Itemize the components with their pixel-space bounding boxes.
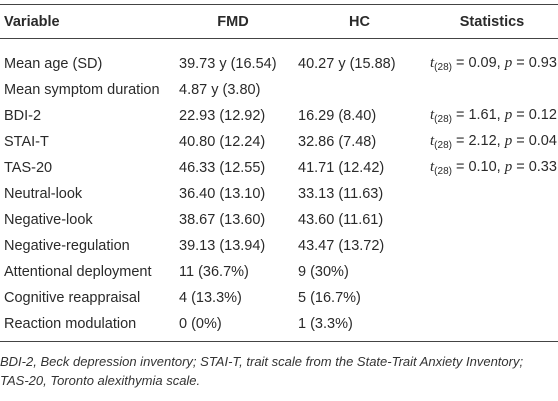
variable-cell: TAS-20 [4,160,53,176]
p-value: = 0.33 [516,158,557,175]
fmd-cell: 0 (0%) [173,311,293,342]
hc-cell: 33.13 (11.63) [298,186,384,202]
header-cell: HC [293,4,426,39]
fmd-cell: 40.80 (12.24) [179,134,266,150]
hc-cell: 9 (30%) [298,264,349,280]
stats-cell: t(28) = 0.09, p = 0.93 [426,39,558,78]
stats-cell [426,259,558,285]
fmd-cell: 39.73 y (16.54) [179,56,277,72]
stat-value: = 1.61, [455,106,501,123]
stats-cell [426,207,558,233]
variable-cell: Negative-look [4,212,93,228]
degrees-of-freedom: (28) [434,62,452,74]
hc-cell: 43.47 (13.72) [298,238,385,254]
table-row: Neutral-look 36.40 (13.10) 33.13 (11.63) [0,181,558,207]
stat-value: = 0.10, [455,158,501,175]
footnote-line: TAS-20, Toronto alexithymia scale. [0,373,201,388]
variable-cell: Reaction modulation [0,311,173,342]
fmd-cell: 4 (13.3%) [179,290,242,306]
hc-cell: 40.27 y (15.88) [298,56,396,72]
variable-cell: BDI-2 [4,108,42,124]
stats-cell [426,311,558,342]
stat-symbol: t [430,132,435,149]
degrees-of-freedom: (28) [434,166,452,178]
table-row: Negative-regulation 39.13 (13.94) 43.47 (1… [0,233,558,259]
variable-cell: Mean symptom duration [4,82,160,98]
stat-symbol: t [430,54,435,71]
stats-cell: t(28) = 2.12, p = 0.04 [426,129,558,155]
table-row: Mean symptom duration 4.87 y (3.80) [0,77,558,103]
stats-cell [426,181,558,207]
hc-cell: 1 (3.3%) [293,311,426,342]
table-body: Mean age (SD) 39.73 y (16.54) 40.27 y (15.… [0,39,558,342]
header-cell: Statistics [426,4,558,39]
stats-cell: t(28) = 1.61, p = 0.12 [426,103,558,129]
variable-cell: Mean age (SD) [4,56,103,72]
table-row: BDI-2 22.93 (12.92) 16.29 (8.40) t(28) = 1.6… [0,103,558,129]
stats-cell [426,77,558,103]
stat-value: = 0.09, [455,54,501,71]
hc-cell: 16.29 (8.40) [298,108,377,124]
stat-symbol: t [430,158,435,175]
stats-cell [426,233,558,259]
p-symbol: p [504,106,513,123]
variable-cell: Neutral-look [4,186,83,202]
table-row: TAS-20 46.33 (12.55) 41.71 (12.42) t(28) = 0… [0,155,558,181]
p-value: = 0.04 [516,132,557,149]
table-row: STAI-T 40.80 (12.24) 32.86 (7.48) t(28) = 2.… [0,129,558,155]
fmd-cell: 46.33 (12.55) [179,160,266,176]
footnote: BDI-2, Beck depression inventory; STAI-T… [0,352,556,390]
footnote-line: BDI-2, Beck depression inventory; STAI-T… [0,354,524,369]
p-value: = 0.93 [516,54,557,71]
fmd-cell: 39.13 (13.94) [179,238,266,254]
hc-cell: 41.71 (12.42) [298,160,385,176]
variable-cell: Cognitive reappraisal [4,290,141,306]
p-symbol: p [504,54,513,71]
hc-cell: 5 (16.7%) [298,290,361,306]
fmd-cell: 38.67 (13.60) [179,212,266,228]
table-row: Reaction modulation 0 (0%) 1 (3.3%) [0,311,558,342]
header-row: Variable FMD HC Statistics [0,4,558,39]
empty-cell [293,77,426,103]
table-row: Negative-look 38.67 (13.60) 43.60 (11.61) [0,207,558,233]
header-cell: Variable [0,4,173,39]
degrees-of-freedom: (28) [434,114,452,126]
degrees-of-freedom: (28) [434,140,452,152]
header-cell: FMD [173,4,293,39]
variable-cell: Negative-regulation [4,238,130,254]
data-table: Variable FMD HC Statistics Mean age (SD) 39.… [0,4,558,342]
p-symbol: p [504,132,513,149]
stats-cell: t(28) = 0.10, p = 0.33 [426,155,558,181]
fmd-cell: 11 (36.7%) [179,264,249,280]
p-value: = 0.12 [516,106,557,123]
stat-value: = 2.12, [455,132,501,149]
table-row: Attentional deployment 11 (36.7%) 9 (30%) [0,259,558,285]
p-symbol: p [504,158,513,175]
table-row: Mean age (SD) 39.73 y (16.54) 40.27 y (15.… [0,39,558,78]
fmd-cell: 22.93 (12.92) [179,108,266,124]
hc-cell: 43.60 (11.61) [298,212,384,228]
table-row: Cognitive reappraisal 4 (13.3%) 5 (16.7%) [0,285,558,311]
stats-cell [426,285,558,311]
fmd-cell: 36.40 (13.10) [179,186,266,202]
variable-cell: STAI-T [4,134,49,150]
variable-cell: Attentional deployment [4,264,152,280]
stat-symbol: t [430,106,435,123]
hc-cell: 32.86 (7.48) [298,134,377,150]
fmd-cell: 4.87 y (3.80) [179,82,261,98]
